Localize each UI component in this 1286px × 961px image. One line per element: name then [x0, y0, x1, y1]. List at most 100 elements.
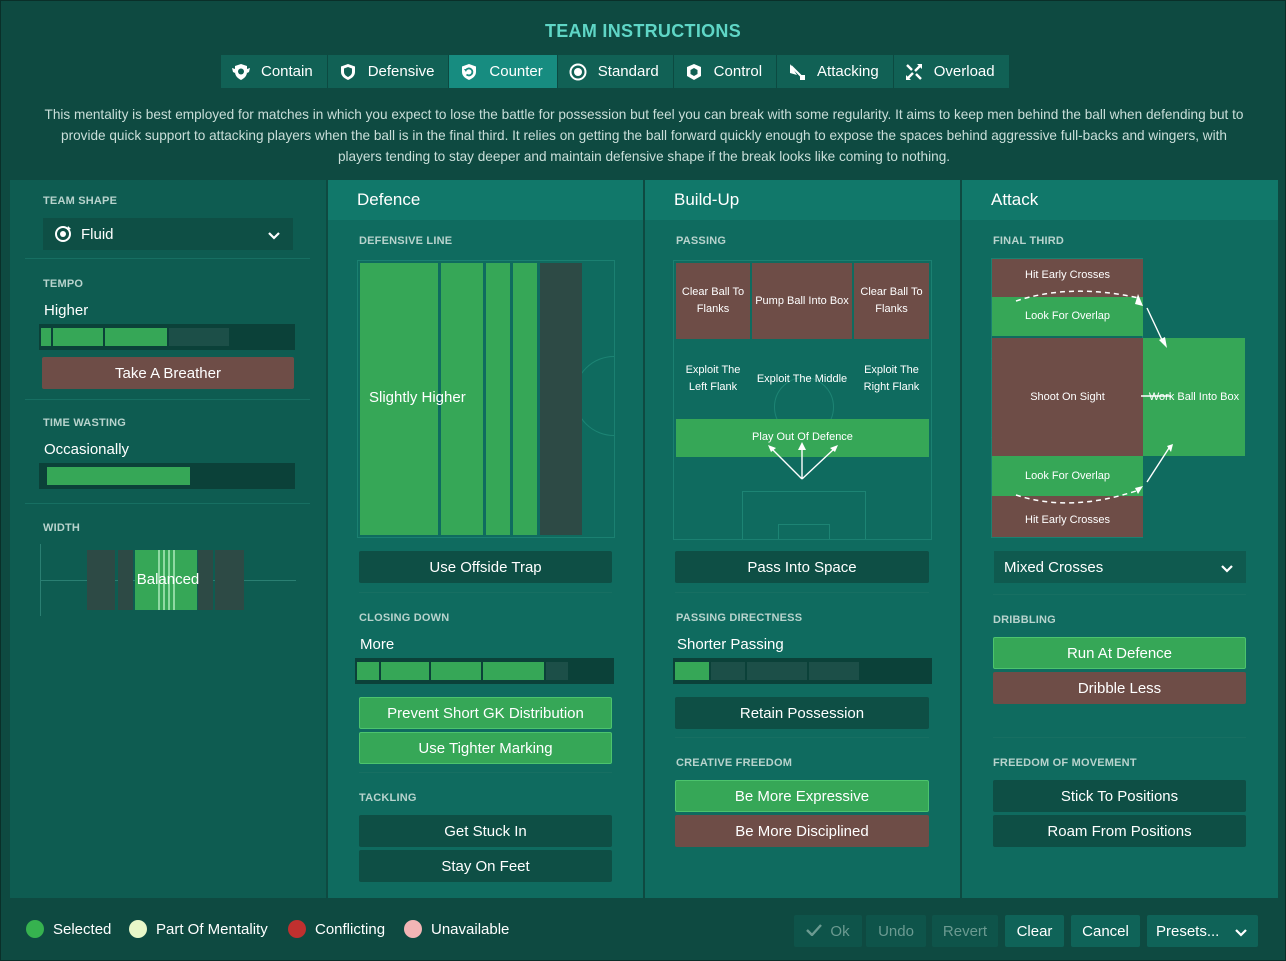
tab-label: Attacking [817, 63, 879, 80]
defence-header: Defence [328, 180, 643, 220]
passing-directness-label: PASSING DIRECTNESS [676, 612, 803, 624]
closing-down-label: CLOSING DOWN [359, 612, 450, 624]
attacking-flag-icon [787, 62, 807, 82]
tempo-slider[interactable] [39, 324, 295, 350]
hit-early-crosses-bottom[interactable]: Hit Early Crosses [992, 496, 1143, 537]
tab-label: Defensive [367, 63, 435, 80]
tab-counter[interactable]: Counter [449, 55, 558, 88]
legend-unavailable: Unavailable [404, 920, 509, 938]
exploit-left-flank[interactable]: Exploit The Left Flank [685, 364, 741, 393]
dribble-less-button[interactable]: Dribble Less [993, 672, 1246, 704]
fluid-shape-icon [53, 224, 73, 244]
build-up-header: Build-Up [645, 180, 960, 220]
width-pitch-diagram[interactable]: Balanced [40, 544, 296, 616]
pass-into-space-button[interactable]: Pass Into Space [675, 551, 929, 583]
closing-down-value: More [360, 636, 395, 653]
defensive-line-pitch[interactable]: Slightly Higher [357, 260, 615, 538]
tab-label: Control [713, 63, 763, 80]
look-for-overlap-top[interactable]: Look For Overlap [992, 297, 1143, 336]
undo-button[interactable]: Undo [866, 915, 926, 947]
tab-label: Overload [933, 63, 995, 80]
be-more-expressive-button[interactable]: Be More Expressive [675, 780, 929, 812]
work-ball-into-box[interactable]: Work Ball Into Box [1143, 338, 1245, 456]
passing-directness-slider[interactable] [673, 658, 932, 684]
be-more-disciplined-button[interactable]: Be More Disciplined [675, 815, 929, 847]
page-title: TEAM INSTRUCTIONS [544, 21, 742, 41]
hit-early-crosses-top[interactable]: Hit Early Crosses [992, 259, 1143, 297]
time-wasting-label: TIME WASTING [43, 417, 127, 429]
run-at-defence-button[interactable]: Run At Defence [993, 637, 1246, 669]
width-value: Balanced [136, 571, 200, 588]
shoot-on-sight[interactable]: Shoot On Sight [992, 338, 1143, 456]
freedom-of-movement-label: FREEDOM OF MOVEMENT [993, 757, 1137, 769]
control-shield-icon [684, 62, 704, 82]
revert-button[interactable]: Revert [932, 915, 998, 947]
use-offside-trap-button[interactable]: Use Offside Trap [359, 551, 612, 583]
passing-label: PASSING [676, 235, 727, 247]
counter-shield-icon [459, 62, 479, 82]
divider [359, 592, 612, 593]
legend-part-of-mentality: Part Of Mentality [129, 920, 268, 938]
stick-to-positions-button[interactable]: Stick To Positions [993, 780, 1246, 812]
divider [359, 772, 612, 773]
tackling-label: TACKLING [359, 792, 417, 804]
get-stuck-in-button[interactable]: Get Stuck In [359, 815, 612, 847]
divider [993, 737, 1246, 738]
mentality-tabs: Contain Defensive Counter Standard Contr… [221, 55, 1010, 88]
divider [25, 503, 310, 504]
final-third-pitch: Hit Early Crosses Look For Overlap Shoot… [991, 258, 1246, 538]
tab-label: Counter [489, 63, 543, 80]
attack-arrows-icon [1015, 290, 1173, 504]
tab-control[interactable]: Control [673, 55, 778, 88]
cancel-button[interactable]: Cancel [1071, 915, 1140, 947]
team-settings-panel: TEAM SHAPE Fluid TEMPO Higher Take A Bre… [10, 180, 326, 898]
dribbling-label: DRIBBLING [993, 614, 1056, 626]
clear-ball-to-flanks-right[interactable]: Clear Ball To Flanks [854, 263, 929, 339]
attack-panel: Attack FINAL THIRD Hit Early Crosses Loo… [962, 180, 1278, 898]
legend-selected: Selected [26, 920, 111, 938]
shield-icon [338, 62, 358, 82]
divider [675, 592, 929, 593]
exploit-middle[interactable]: Exploit The Middle [756, 372, 848, 385]
tab-overload[interactable]: Overload [893, 55, 1010, 88]
overload-arrows-icon [904, 62, 924, 82]
tab-standard[interactable]: Standard [557, 55, 674, 88]
pump-ball-into-box[interactable]: Pump Ball Into Box [752, 263, 852, 339]
tab-attacking[interactable]: Attacking [777, 55, 894, 88]
team-shape-dropdown[interactable]: Fluid [43, 218, 293, 250]
exploit-right-flank[interactable]: Exploit The Right Flank [863, 364, 920, 393]
clear-button[interactable]: Clear [1005, 915, 1064, 947]
presets-dropdown[interactable]: Presets... [1147, 915, 1258, 947]
team-shape-value: Fluid [81, 225, 114, 243]
crosses-value: Mixed Crosses [1004, 558, 1104, 576]
passing-directness-value: Shorter Passing [677, 636, 784, 653]
stay-on-feet-button[interactable]: Stay On Feet [359, 850, 612, 882]
attack-header: Attack [962, 180, 1278, 220]
time-wasting-slider[interactable] [39, 463, 295, 489]
tab-defensive[interactable]: Defensive [327, 55, 450, 88]
divider [675, 737, 929, 738]
chevron-down-icon [1220, 561, 1234, 578]
tempo-value: Higher [44, 302, 89, 319]
divider [25, 399, 310, 400]
retain-possession-button[interactable]: Retain Possession [675, 697, 929, 729]
ok-button[interactable]: Ok [794, 915, 862, 947]
shield-wings-icon [231, 62, 251, 82]
width-label: WIDTH [43, 522, 81, 534]
pink-dot-icon [404, 920, 422, 938]
roam-from-positions-button[interactable]: Roam From Positions [993, 815, 1246, 847]
closing-down-slider[interactable] [355, 658, 614, 684]
tab-label: Standard [597, 63, 659, 80]
tab-contain[interactable]: Contain [221, 55, 328, 88]
take-a-breather-button[interactable]: Take A Breather [42, 357, 294, 389]
prevent-short-gk-distribution-button[interactable]: Prevent Short GK Distribution [359, 697, 612, 729]
divider [993, 594, 1246, 595]
clear-ball-to-flanks-left[interactable]: Clear Ball To Flanks [676, 263, 750, 339]
crosses-dropdown[interactable]: Mixed Crosses [994, 551, 1246, 583]
mentality-description: This mentality is best employed for matc… [44, 107, 1244, 164]
use-tighter-marking-button[interactable]: Use Tighter Marking [359, 732, 612, 764]
defensive-line-value: Slightly Higher [369, 389, 466, 406]
look-for-overlap-bottom[interactable]: Look For Overlap [992, 456, 1143, 496]
play-out-arrows-icon [768, 442, 838, 480]
